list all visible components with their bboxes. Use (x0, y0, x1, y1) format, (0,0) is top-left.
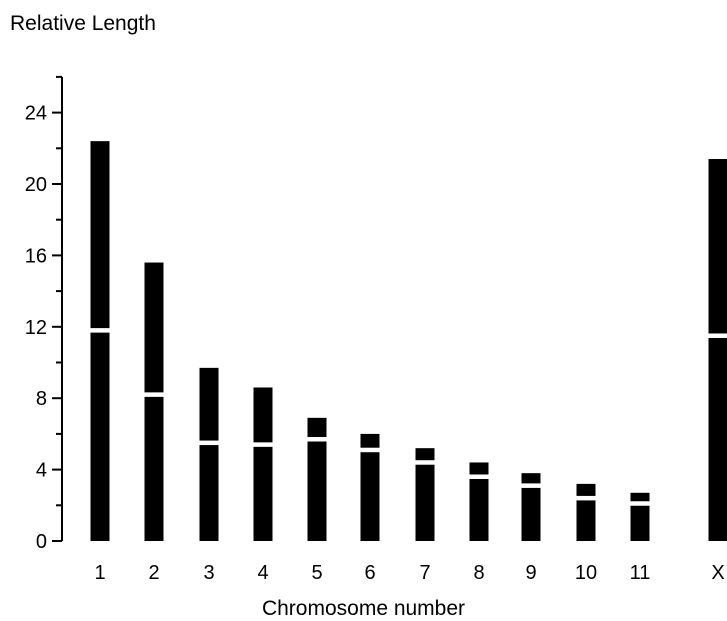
bar-chromosome-11 (631, 493, 650, 541)
bar-chromosome-1 (91, 141, 110, 541)
y-tick-label: 8 (36, 388, 47, 410)
centromere-chromosome-2 (144, 392, 165, 397)
centromere-chromosome-5 (307, 437, 328, 442)
centromere-chromosome-4 (253, 442, 274, 447)
centromere-chromosome-11 (630, 501, 651, 506)
centromere-chromosome-7 (415, 460, 436, 465)
x-tick-label: 3 (203, 562, 214, 584)
x-tick-label: 4 (257, 562, 268, 584)
centromere-chromosome-8 (469, 474, 490, 479)
y-tick-label: 12 (25, 317, 47, 339)
x-tick-label: 10 (575, 562, 597, 584)
bar-chromosome-8 (470, 462, 489, 541)
bar-chromosome-2 (145, 263, 164, 541)
centromere-chromosome-1 (90, 328, 111, 333)
x-tick-label: 2 (148, 562, 159, 584)
x-tick-label: 1 (94, 562, 105, 584)
centromere-chromosome-6 (360, 448, 381, 453)
y-tick-label: 20 (25, 174, 47, 196)
y-tick-label: 4 (36, 460, 47, 482)
x-tick-label: 11 (630, 562, 651, 584)
x-tick-label: 8 (473, 562, 484, 584)
x-tick-label: 6 (364, 562, 375, 584)
y-tick-label: 0 (36, 531, 47, 553)
bar-chromosome-3 (200, 368, 219, 541)
bar-chromosome-9 (522, 473, 541, 541)
bar-chromosome-4 (254, 387, 273, 541)
centromere-chromosome-3 (199, 441, 220, 446)
x-tick-label: 5 (311, 562, 322, 584)
x-tick-label: 7 (419, 562, 430, 584)
x-axis-title: Chromosome number (0, 597, 727, 621)
bar-chromosome-X (709, 159, 727, 541)
y-axis: 0 4 8 12 16 20 24 (25, 77, 62, 553)
x-tick-label: X (711, 562, 724, 584)
y-tick-label: 24 (25, 103, 47, 125)
centromere-chromosome-X (708, 333, 727, 338)
y-tick-label: 16 (25, 245, 47, 267)
bar-chromosome-5 (308, 418, 327, 541)
bar-chromosome-10 (577, 484, 596, 541)
x-tick-labels: 1 2 3 4 5 6 7 8 9 10 11 X (94, 562, 724, 584)
centromere-chromosome-10 (576, 496, 597, 501)
bars (90, 141, 727, 541)
x-tick-label: 9 (525, 562, 536, 584)
centromere-chromosome-9 (521, 483, 542, 488)
